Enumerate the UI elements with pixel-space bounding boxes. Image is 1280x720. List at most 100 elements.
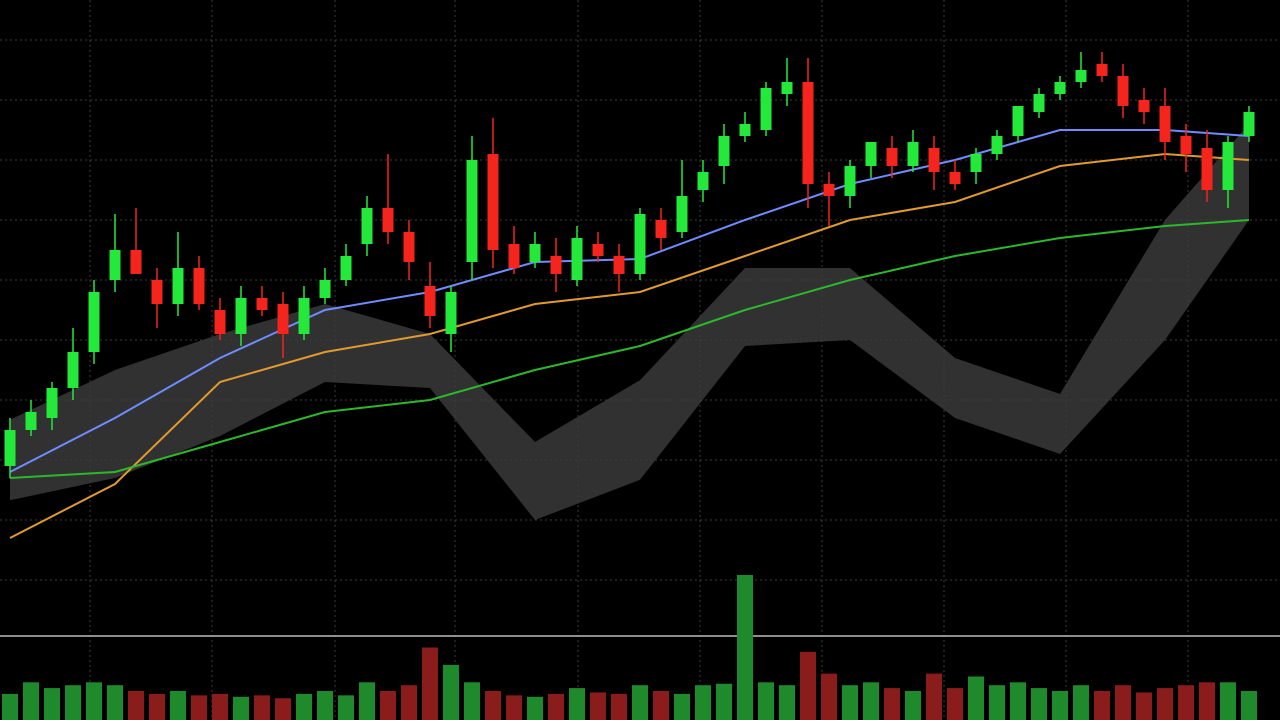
volume-bar <box>233 696 249 720</box>
candle-body <box>109 250 121 280</box>
volume-bar <box>44 688 60 720</box>
candle-body <box>361 208 373 244</box>
volume-bar <box>2 693 18 720</box>
candle-body <box>991 136 1003 154</box>
volume-bar <box>443 664 459 720</box>
candle-body <box>298 298 310 334</box>
candle-body <box>886 148 898 166</box>
volume-bar <box>653 691 669 720</box>
candle-body <box>151 280 163 304</box>
volume-bar <box>23 682 39 720</box>
candle-body <box>949 172 961 184</box>
candle-body <box>1201 148 1213 190</box>
volume-bar <box>1094 691 1110 720</box>
candle-body <box>424 286 436 316</box>
volume-bar <box>611 693 627 720</box>
moving-average-line <box>9 219 1250 479</box>
volume-bar <box>1031 688 1047 720</box>
candle-body <box>823 184 835 196</box>
candle-body <box>1054 82 1066 94</box>
candle-body <box>760 88 772 130</box>
volume-bar <box>968 676 984 720</box>
volume-bar <box>695 685 711 720</box>
volume-bar <box>275 698 291 720</box>
candle-body <box>571 238 583 280</box>
candle-body <box>739 124 751 136</box>
volume-bar <box>149 693 165 720</box>
candle-body <box>634 214 646 274</box>
volume-bar <box>716 683 732 720</box>
volume-bar <box>170 691 186 720</box>
candle-body <box>382 208 394 232</box>
candle-body <box>445 292 457 334</box>
candle-body <box>1138 100 1150 112</box>
volume-bar <box>905 691 921 720</box>
volume-bar <box>737 575 753 720</box>
volume-bar <box>758 682 774 720</box>
volume-bar <box>1178 685 1194 720</box>
volume-bar <box>338 695 354 720</box>
volume-bar <box>884 688 900 720</box>
volume-bar <box>632 685 648 720</box>
volume-bar <box>422 647 438 720</box>
volume-bar <box>1136 692 1152 720</box>
volume-bar <box>1220 682 1236 720</box>
candle-body <box>613 256 625 274</box>
volume-bar <box>527 696 543 720</box>
volume-bar <box>359 682 375 720</box>
candle-body <box>67 352 79 388</box>
candle-body <box>1012 106 1024 136</box>
candle-body <box>277 304 289 334</box>
candle-body <box>88 292 100 352</box>
volume-bar <box>1157 688 1173 720</box>
volume-bar <box>380 691 396 720</box>
volume-bar <box>1052 691 1068 720</box>
candle-body <box>1033 94 1045 112</box>
moving-average-line <box>9 152 1250 539</box>
candle-body <box>802 82 814 184</box>
candle-body <box>487 154 499 250</box>
candle-body <box>592 244 604 256</box>
volume-bar <box>863 682 879 720</box>
volume-bar <box>65 685 81 720</box>
candle-body <box>550 256 562 274</box>
candle-body <box>319 280 331 298</box>
candle-body <box>25 412 37 430</box>
volume-bar <box>107 685 123 720</box>
candle-body <box>193 268 205 304</box>
volume-bar <box>821 673 837 720</box>
candle-body <box>4 430 16 466</box>
volume-bar <box>485 691 501 720</box>
cloud-band <box>10 124 1249 520</box>
candle-body <box>1096 64 1108 76</box>
candle-body <box>1180 136 1192 154</box>
volume-bar <box>506 695 522 720</box>
candle-body <box>697 172 709 190</box>
candle-body <box>1075 70 1087 82</box>
volume-bar <box>947 688 963 720</box>
candle-body <box>1243 112 1255 136</box>
volume-bar <box>989 685 1005 720</box>
candle-body <box>1159 106 1171 142</box>
volume-bar <box>86 682 102 720</box>
candle-body <box>844 166 856 196</box>
volume-bar <box>317 691 333 720</box>
candle-body <box>214 310 226 334</box>
volume-bar <box>401 685 417 720</box>
candle-body <box>508 244 520 268</box>
candle-body <box>718 136 730 166</box>
candle-body <box>1222 142 1234 190</box>
volume-bar <box>842 685 858 720</box>
volume-bar <box>296 693 312 720</box>
volume-bar <box>464 682 480 720</box>
volume-bar <box>1199 682 1215 720</box>
volume-bar <box>590 692 606 720</box>
candle-body <box>655 220 667 238</box>
candle-body <box>928 148 940 172</box>
candle-body <box>46 388 58 418</box>
volume-bar <box>926 673 942 720</box>
volume-bar <box>1010 682 1026 720</box>
volume-bar <box>1115 685 1131 720</box>
